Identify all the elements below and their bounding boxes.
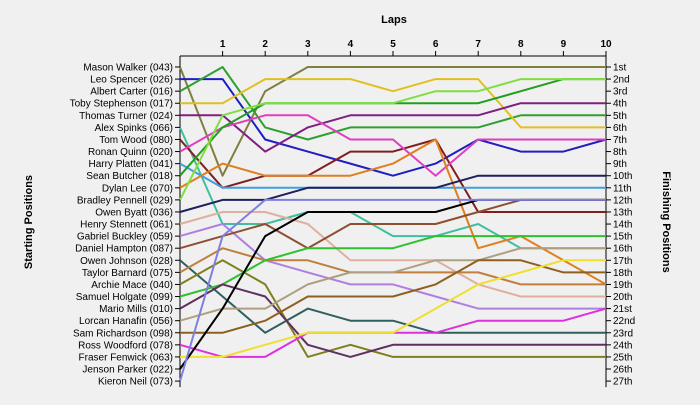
series-line bbox=[179, 259, 606, 334]
finish-label: 6th bbox=[613, 123, 627, 134]
driver-label: Owen Johnson (028) bbox=[80, 256, 173, 267]
driver-label: Ronan Quinn (020) bbox=[88, 147, 173, 158]
finish-label: 10th bbox=[613, 171, 632, 182]
driver-label: Owen Byatt (036) bbox=[95, 207, 173, 218]
driver-label: Tom Wood (080) bbox=[99, 135, 173, 146]
lap-tick-label: 7 bbox=[475, 39, 481, 50]
finish-label: 12th bbox=[613, 195, 632, 206]
lap-tick-label: 1 bbox=[220, 39, 226, 50]
finish-label: 14th bbox=[613, 220, 632, 231]
series-line bbox=[179, 138, 607, 286]
driver-label: Taylor Barnard (075) bbox=[82, 268, 173, 279]
finish-label: 19th bbox=[613, 280, 632, 291]
series-line bbox=[179, 114, 606, 177]
driver-label: Albert Carter (016) bbox=[90, 87, 173, 98]
lap-tick-label: 2 bbox=[262, 39, 268, 50]
finish-label: 23rd bbox=[613, 328, 633, 339]
driver-label: Harry Platten (041) bbox=[89, 159, 173, 170]
right-axis-title: Finishing Positions bbox=[660, 171, 672, 272]
finish-labels: 1st2nd3rd4th5th6th7th8th9th10th11th12th1… bbox=[606, 63, 635, 388]
driver-label: Bradley Pennell (029) bbox=[77, 195, 173, 206]
series-line bbox=[180, 259, 606, 358]
driver-label: Sam Richardson (098) bbox=[73, 328, 173, 339]
lap-tick-label: 4 bbox=[348, 39, 354, 50]
series-line bbox=[179, 223, 606, 310]
finish-label: 24th bbox=[613, 340, 632, 351]
finish-label: 20th bbox=[613, 292, 632, 303]
driver-label: Kieron Neil (073) bbox=[98, 377, 173, 388]
series-line bbox=[180, 78, 606, 129]
series-line bbox=[180, 102, 606, 153]
series-lines bbox=[179, 66, 607, 382]
finish-label: 2nd bbox=[613, 75, 630, 86]
series-line bbox=[179, 247, 606, 322]
finish-label: 8th bbox=[613, 147, 627, 158]
finish-label: 22nd bbox=[613, 316, 635, 327]
driver-label: Sean Butcher (018) bbox=[86, 171, 173, 182]
finish-label: 9th bbox=[613, 159, 627, 170]
lap-tick-label: 9 bbox=[561, 39, 567, 50]
finish-label: 7th bbox=[613, 135, 627, 146]
driver-label: Lorcan Hanafin (056) bbox=[79, 316, 173, 327]
series-line bbox=[179, 138, 606, 213]
finish-label: 25th bbox=[613, 352, 632, 363]
driver-label: Archie Mace (040) bbox=[91, 280, 173, 291]
series-line bbox=[179, 259, 606, 358]
finish-label: 3rd bbox=[613, 87, 627, 98]
driver-label: Dylan Lee (070) bbox=[102, 183, 173, 194]
x-axis-title: Laps bbox=[381, 14, 407, 26]
driver-label: Fraser Fenwick (063) bbox=[79, 352, 173, 363]
lap-tick-label: 10 bbox=[600, 39, 612, 50]
lap-tick-label: 6 bbox=[433, 39, 439, 50]
axis-titles: Laps Starting Positions Finishing Positi… bbox=[23, 14, 672, 273]
finish-label: 16th bbox=[613, 244, 632, 255]
series-line bbox=[179, 235, 606, 298]
finish-label: 21st bbox=[613, 304, 632, 315]
driver-label: Gabriel Buckley (059) bbox=[77, 232, 173, 243]
plot-frame bbox=[179, 55, 607, 388]
finish-label: 15th bbox=[613, 232, 632, 243]
driver-label: Mason Walker (043) bbox=[83, 63, 173, 74]
finish-label: 26th bbox=[613, 365, 632, 376]
finish-label: 13th bbox=[613, 207, 632, 218]
series-line bbox=[179, 198, 606, 382]
series-line bbox=[179, 174, 606, 213]
left-axis-title: Starting Positions bbox=[23, 175, 35, 269]
driver-labels: Mason Walker (043)Leo Spencer (026)Alber… bbox=[70, 63, 180, 388]
driver-label: Ross Woodford (078) bbox=[78, 340, 173, 351]
finish-label: 1st bbox=[613, 63, 627, 74]
finish-label: 4th bbox=[613, 99, 627, 110]
series-line bbox=[179, 283, 606, 358]
driver-label: Mario Mills (010) bbox=[99, 304, 173, 315]
finish-label: 17th bbox=[613, 256, 632, 267]
lap-ticks: 1 2 3 4 5 6 7 8 9 10 bbox=[220, 39, 612, 56]
lap-tick-label: 5 bbox=[390, 39, 396, 50]
finish-label: 18th bbox=[613, 268, 632, 279]
driver-label: Henry Stennett (061) bbox=[80, 220, 173, 231]
driver-label: Alex Spinks (066) bbox=[95, 123, 173, 134]
finish-label: 5th bbox=[613, 111, 627, 122]
finish-label: 11th bbox=[613, 183, 632, 194]
series-line bbox=[180, 259, 606, 334]
driver-label: Jenson Parker (022) bbox=[82, 365, 173, 376]
driver-label: Leo Spencer (026) bbox=[90, 75, 173, 86]
driver-label: Samuel Holgate (099) bbox=[76, 292, 173, 303]
driver-label: Daniel Hampton (087) bbox=[75, 244, 173, 255]
driver-label: Thomas Turner (024) bbox=[79, 111, 173, 122]
finish-label: 27th bbox=[613, 377, 632, 388]
lap-tick-label: 8 bbox=[518, 39, 524, 50]
series-line bbox=[179, 78, 606, 201]
lap-tick-label: 3 bbox=[305, 39, 311, 50]
driver-label: Toby Stephenson (017) bbox=[70, 99, 173, 110]
